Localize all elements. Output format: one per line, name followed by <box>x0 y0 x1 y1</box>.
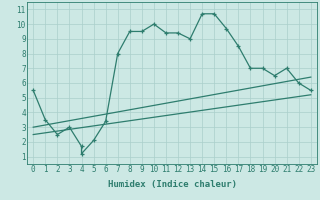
X-axis label: Humidex (Indice chaleur): Humidex (Indice chaleur) <box>108 180 236 189</box>
